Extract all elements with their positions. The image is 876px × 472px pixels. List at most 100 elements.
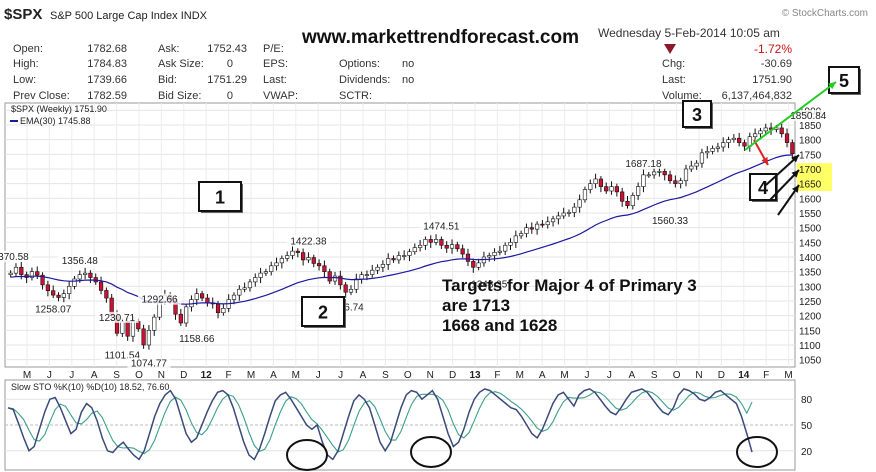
candle — [375, 266, 380, 271]
candle — [306, 257, 311, 261]
swing-label: 1074.77 — [131, 359, 168, 370]
candle — [784, 133, 790, 143]
y-tick-label: 1700 — [799, 165, 822, 176]
candle — [56, 294, 61, 298]
y-tick-label: 1300 — [799, 282, 822, 293]
candle — [13, 266, 19, 274]
swing-label-bg — [95, 311, 139, 323]
pe-label: P/E: — [263, 43, 284, 55]
candle — [487, 255, 492, 258]
candle — [412, 247, 417, 253]
wave-label-5: 5 — [839, 71, 849, 91]
candle — [364, 274, 370, 276]
target-annotation: 1668 and 1628 — [442, 316, 557, 335]
dividends-value: no — [402, 74, 415, 86]
candle — [88, 272, 93, 278]
candle — [497, 250, 502, 253]
candle — [98, 281, 104, 291]
y-tick-label: 1350 — [799, 268, 822, 279]
candle — [40, 274, 45, 286]
candle — [152, 316, 157, 331]
sto-d-line — [7, 390, 753, 455]
candle — [253, 277, 258, 283]
candle — [311, 257, 316, 264]
ask-label: Ask: — [158, 43, 180, 55]
candle — [146, 330, 152, 346]
candle — [338, 275, 343, 286]
candle — [29, 271, 35, 278]
candle — [550, 218, 556, 223]
candle — [215, 303, 221, 314]
swing-label-bg — [419, 220, 463, 232]
candle — [67, 286, 72, 294]
candle — [726, 139, 731, 143]
swing-label: 1474.51 — [423, 221, 460, 232]
y-tick-label: 1250 — [799, 297, 822, 308]
legend-ema: EMA(30) 1745.88 — [20, 116, 91, 126]
target-annotation: Targets for Major 4 of Primary 3 — [442, 276, 697, 295]
swing-label: 1560.33 — [652, 216, 689, 227]
candle — [35, 271, 40, 276]
candle — [572, 206, 577, 213]
candle — [540, 223, 545, 226]
candle — [343, 284, 348, 293]
wave-label-4: 4 — [758, 178, 768, 198]
options-value: no — [402, 58, 415, 70]
high-value: 1784.83 — [87, 58, 127, 70]
candle — [753, 133, 758, 138]
green-arrow-head — [828, 82, 836, 90]
candle — [699, 152, 705, 164]
candle — [588, 183, 593, 190]
bid-size-value: 0 — [226, 90, 233, 102]
candle — [737, 137, 742, 143]
candle — [710, 148, 715, 152]
candle — [763, 127, 768, 132]
x-tick-label: O — [673, 370, 681, 381]
candle — [205, 297, 210, 304]
x-tick-label: J — [338, 370, 343, 381]
candle — [295, 250, 300, 253]
candle — [269, 265, 274, 272]
ask-value: 1752.43 — [207, 43, 247, 55]
exchange-code: INDX — [180, 10, 207, 22]
candle — [630, 195, 635, 206]
ask-size-label: Ask Size: — [158, 58, 204, 70]
candle — [460, 248, 465, 255]
target-highlight — [797, 163, 832, 191]
wave-box — [828, 66, 860, 94]
candle — [359, 274, 364, 280]
candle — [519, 233, 524, 237]
candle — [407, 251, 412, 256]
black-arrow-head — [791, 170, 799, 178]
swing-label-bg — [58, 254, 102, 266]
symbol-title: $SPX — [4, 6, 43, 23]
x-tick-label: J — [585, 370, 590, 381]
candle — [72, 278, 77, 287]
candle — [508, 242, 513, 246]
candle — [471, 261, 476, 268]
candle — [577, 199, 582, 208]
x-tick-label: J — [607, 370, 612, 381]
swing-label-bg — [137, 293, 182, 305]
change-percent: -1.72% — [753, 42, 792, 56]
candle — [386, 258, 391, 265]
stockcharts-credit: © StockCharts.com — [781, 8, 868, 19]
down-arrow-icon — [664, 44, 676, 54]
swing-label: 1230.71 — [99, 313, 136, 324]
sto-tick-label: 20 — [801, 447, 813, 458]
candle — [184, 306, 189, 324]
wave-label-1: 1 — [215, 188, 225, 208]
x-tick-label: 13 — [469, 370, 481, 381]
y-tick-label: 1450 — [799, 238, 822, 249]
candle — [651, 171, 657, 176]
x-tick-label: J — [69, 370, 74, 381]
swing-label: 1292.66 — [141, 295, 178, 306]
swing-label: 1258.07 — [35, 305, 72, 316]
x-tick-label: 12 — [201, 370, 213, 381]
x-tick-label: M — [560, 370, 568, 381]
candle — [790, 142, 795, 155]
wave-box — [198, 181, 242, 212]
watermark-url: www.markettrendforecast.com — [302, 27, 579, 48]
candle — [625, 200, 630, 206]
